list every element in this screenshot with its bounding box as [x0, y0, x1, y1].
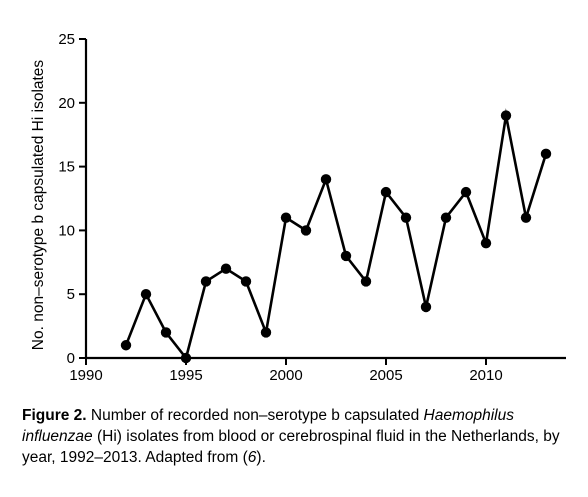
data-point [120, 340, 132, 351]
caption-reference: 6 [247, 449, 257, 466]
data-point [200, 276, 212, 287]
line-chart: 0 5 10 15 20 25 1990 1995 2000 2005 2010 No. non–… [30, 31, 566, 384]
data-point [420, 301, 432, 313]
y-tick-label: 20 [58, 95, 75, 112]
y-tick-label: 25 [58, 31, 75, 48]
series-line [124, 108, 548, 361]
data-point [360, 276, 372, 287]
data-point [320, 174, 332, 185]
x-tick-label: 2005 [369, 367, 402, 384]
caption-text-part2: (Hi) isolates from blood or cerebrospina… [22, 428, 560, 466]
figure-caption: Figure 2. Number of recorded non–serotyp… [22, 405, 582, 468]
data-point [440, 212, 452, 223]
data-point [480, 237, 492, 249]
x-tick-label: 1990 [69, 367, 102, 384]
data-point [280, 212, 292, 223]
x-tick-label: 1995 [169, 367, 202, 384]
y-tick-label: 10 [58, 222, 75, 239]
data-point [340, 250, 352, 262]
y-tick-label: 15 [58, 159, 75, 176]
y-axis: 0 5 10 15 20 25 [58, 31, 88, 367]
data-point [140, 289, 152, 300]
y-axis-title: No. non–serotype b capsulated Hi isolate… [30, 60, 47, 351]
data-point [380, 186, 392, 198]
x-tick-label: 2010 [469, 367, 502, 384]
data-point [260, 327, 272, 338]
y-tick-label: 0 [67, 350, 75, 367]
x-axis: 1990 1995 2000 2005 2010 [69, 356, 566, 384]
data-point [240, 276, 252, 287]
data-point [400, 212, 412, 223]
data-point [500, 110, 512, 121]
data-point [540, 148, 552, 160]
caption-text-part1: Number of recorded non–serotype b capsul… [86, 407, 424, 424]
y-tick-label: 5 [67, 286, 75, 303]
series-group [120, 108, 552, 364]
caption-label: Figure 2. [22, 407, 87, 424]
caption-species-name: Haemophilus influenzae [22, 407, 514, 445]
caption-text-part3: ). [256, 449, 266, 466]
data-point [220, 263, 232, 274]
data-point [520, 212, 532, 223]
data-point [460, 186, 472, 198]
x-tick-label: 2000 [269, 367, 302, 384]
data-point [300, 225, 312, 236]
data-point [180, 352, 192, 364]
data-point [160, 327, 172, 338]
